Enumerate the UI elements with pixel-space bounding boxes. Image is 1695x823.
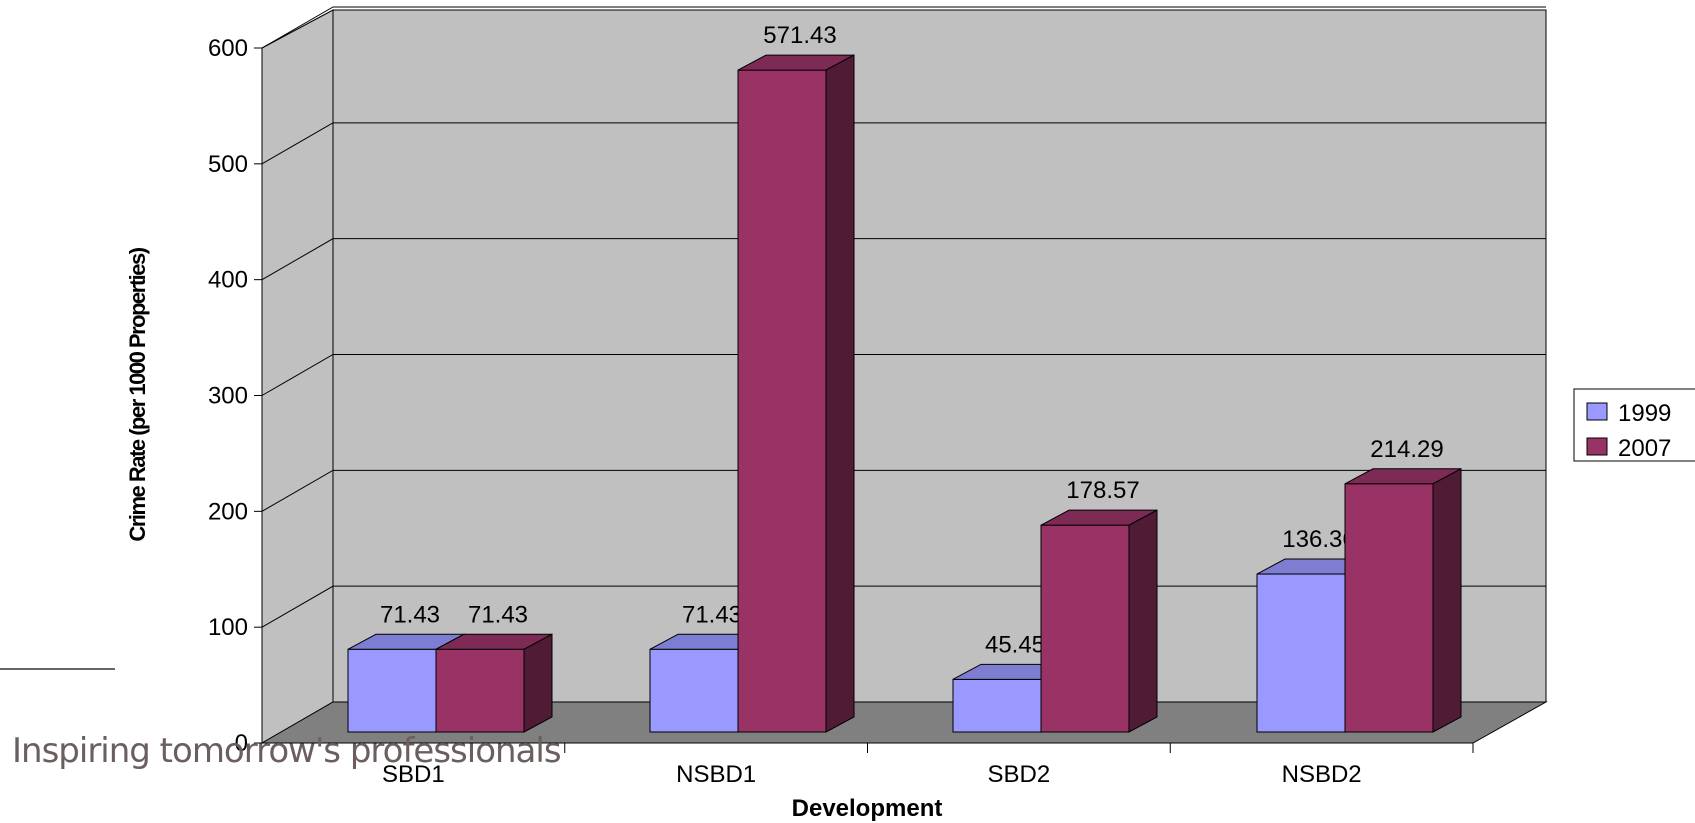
y-tick-label: 0: [235, 730, 248, 757]
gridline: [261, 469, 1546, 512]
y-tick-label: 600: [208, 35, 248, 62]
bar-front: [649, 648, 739, 733]
bar-front: [347, 648, 437, 733]
bar-front: [737, 69, 827, 733]
data-label: 214.29: [1370, 436, 1443, 463]
gridline: [261, 354, 1546, 396]
data-label: 71.43: [380, 601, 440, 628]
y-tick-label: 100: [208, 614, 248, 641]
data-label: 45.45: [985, 631, 1045, 658]
gridline: [261, 6, 1546, 49]
chart-floor: [260, 701, 1548, 744]
bar-side: [1432, 467, 1462, 733]
x-category-label: NSBD2: [1282, 761, 1362, 788]
x-category-label: NSBD1: [676, 761, 756, 788]
gridline: [261, 122, 1546, 165]
bar-side: [1128, 509, 1158, 733]
gridline: [261, 238, 1546, 281]
chart-side-wall: [261, 9, 334, 744]
bar-side: [825, 54, 855, 733]
bars: 71.43 71.43 71.43 571.43 45.45 178.57 136.36 21…: [347, 22, 1462, 733]
x-axis-categories: SBD1 NSBD1 SBD2 NSBD2: [382, 743, 1474, 788]
x-category-label: SBD1: [382, 761, 445, 788]
data-label: 178.57: [1066, 477, 1139, 504]
legend-swatch-2007: [1586, 437, 1608, 456]
x-axis-title: Development: [792, 795, 943, 822]
y-tick-label: 300: [208, 383, 248, 410]
footer-tagline: Inspiring tomorrow's professionals: [12, 731, 561, 771]
bar-front: [435, 648, 525, 733]
gridlines: [261, 6, 1546, 628]
bar-front: [1040, 524, 1130, 733]
y-tick-label: 400: [208, 267, 248, 294]
data-label: 71.43: [468, 601, 528, 628]
y-axis-ticks: 0 100 200 300 400 500 600: [208, 35, 262, 757]
y-tick-label: 500: [208, 151, 248, 178]
bar-front: [952, 678, 1042, 733]
bar-side: [523, 633, 553, 733]
legend-label-2007: 2007: [1618, 435, 1671, 462]
x-category-label: SBD2: [988, 761, 1051, 788]
data-label: 571.43: [763, 22, 836, 49]
legend-label-1999: 1999: [1618, 400, 1671, 427]
data-label: 71.43: [682, 601, 742, 628]
bar-front: [1256, 573, 1346, 733]
bar-front: [1344, 483, 1434, 733]
legend: 1999 2007: [1573, 388, 1695, 462]
data-label: 136.36: [1282, 526, 1355, 553]
y-tick-label: 200: [208, 498, 248, 525]
legend-swatch-1999: [1586, 402, 1608, 421]
y-axis-title: Crime Rate (per 1000 Properties): [125, 247, 150, 541]
